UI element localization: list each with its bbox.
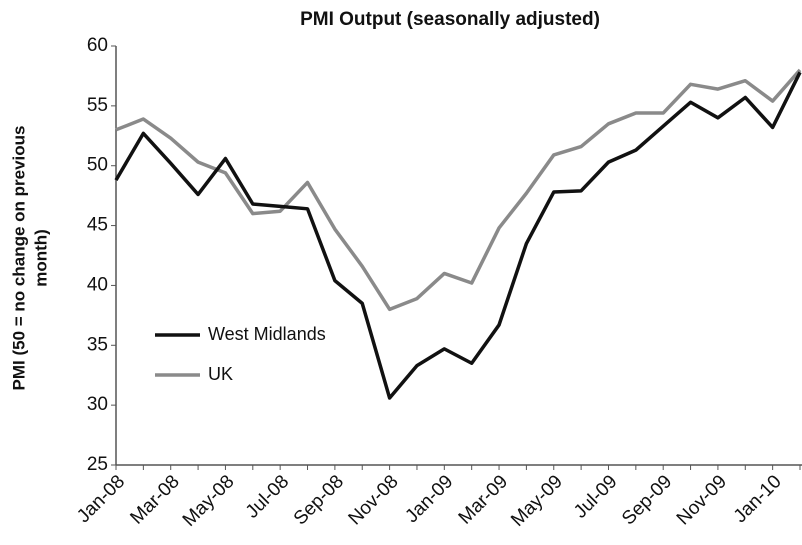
- y-tick-label: 45: [87, 215, 108, 236]
- x-tick-label: Mar-08: [126, 471, 183, 528]
- y-tick-label: 35: [87, 334, 108, 355]
- x-tick-label: May-09: [507, 471, 567, 531]
- x-tick-label: May-08: [179, 471, 239, 531]
- x-tick-label: Jan-10: [730, 471, 786, 527]
- series-line: [115, 68, 802, 312]
- x-tick-label: Jan-08: [73, 471, 129, 527]
- y-axis-title-line: month): [31, 229, 50, 287]
- y-tick-label: 30: [87, 394, 108, 415]
- y-axis-title-line: PMI (50 = no change on previous: [9, 126, 28, 391]
- y-tick-label: 55: [87, 95, 108, 116]
- x-tick-label: Jul-09: [570, 471, 621, 522]
- x-tick-label: Sep-09: [618, 471, 676, 529]
- x-tick-label: Nov-09: [673, 471, 731, 529]
- y-tick-label: 60: [87, 35, 108, 56]
- x-tick-label: Nov-08: [345, 471, 403, 529]
- legend-label: UK: [208, 364, 233, 384]
- x-tick-label: Jul-08: [242, 471, 293, 522]
- x-tick-label: Mar-09: [455, 471, 512, 528]
- x-tick-label: Sep-08: [290, 471, 348, 529]
- y-axis-title: PMI (50 = no change on previous month): [9, 126, 50, 391]
- y-tick-label: 40: [87, 274, 108, 295]
- y-tick-label: 50: [87, 155, 108, 176]
- x-tick-label: Jan-09: [401, 471, 457, 527]
- chart-title: PMI Output (seasonally adjusted): [300, 9, 600, 30]
- y-tick-label: 25: [87, 454, 108, 475]
- series-line: [114, 71, 802, 400]
- legend-label: West Midlands: [208, 324, 326, 344]
